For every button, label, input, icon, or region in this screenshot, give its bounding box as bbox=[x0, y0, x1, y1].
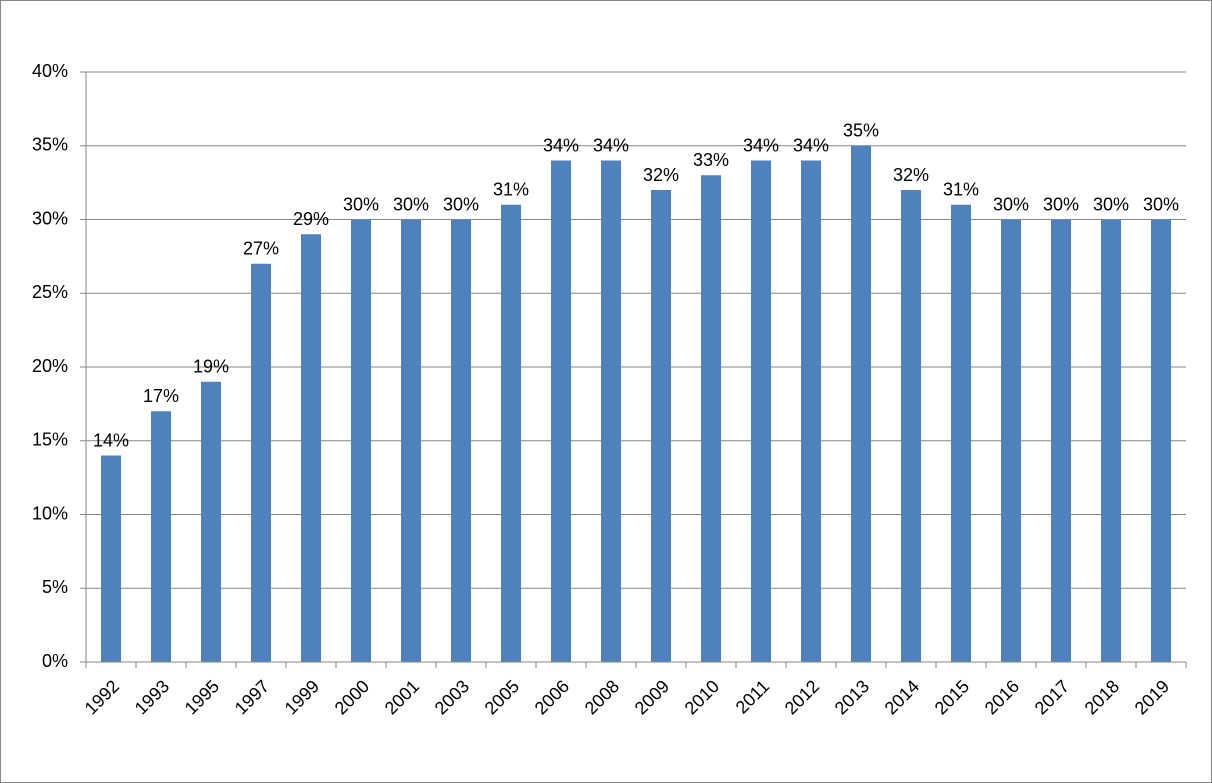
bar bbox=[1001, 219, 1021, 662]
data-label: 30% bbox=[343, 194, 379, 214]
data-label: 34% bbox=[743, 135, 779, 155]
y-tick-label: 20% bbox=[32, 356, 68, 376]
bar bbox=[301, 234, 321, 662]
data-label: 31% bbox=[493, 180, 529, 200]
bar bbox=[451, 219, 471, 662]
data-label: 30% bbox=[393, 194, 429, 214]
data-label: 33% bbox=[693, 150, 729, 170]
data-label: 34% bbox=[593, 135, 629, 155]
bar bbox=[751, 160, 771, 662]
bar bbox=[1151, 219, 1171, 662]
data-label: 30% bbox=[1043, 194, 1079, 214]
data-label: 32% bbox=[643, 165, 679, 185]
y-tick-label: 35% bbox=[32, 135, 68, 155]
data-label: 17% bbox=[143, 386, 179, 406]
y-tick-label: 5% bbox=[42, 577, 68, 597]
bar bbox=[801, 160, 821, 662]
data-label: 30% bbox=[1093, 194, 1129, 214]
data-label: 30% bbox=[1143, 194, 1179, 214]
bar bbox=[151, 411, 171, 662]
bar bbox=[601, 160, 621, 662]
bar bbox=[551, 160, 571, 662]
bar bbox=[901, 190, 921, 662]
bar bbox=[1051, 219, 1071, 662]
bar bbox=[701, 175, 721, 662]
bar bbox=[351, 219, 371, 662]
data-label: 34% bbox=[543, 135, 579, 155]
data-label: 32% bbox=[893, 165, 929, 185]
bar bbox=[401, 219, 421, 662]
y-tick-label: 30% bbox=[32, 208, 68, 228]
y-tick-label: 25% bbox=[32, 282, 68, 302]
data-label: 27% bbox=[243, 239, 279, 259]
y-tick-label: 15% bbox=[32, 430, 68, 450]
data-label: 29% bbox=[293, 209, 329, 229]
y-tick-label: 0% bbox=[42, 651, 68, 671]
bar bbox=[501, 204, 521, 662]
data-label: 19% bbox=[193, 357, 229, 377]
y-tick-label: 40% bbox=[32, 61, 68, 81]
data-label: 14% bbox=[93, 430, 129, 450]
bar bbox=[201, 381, 221, 662]
bar bbox=[101, 455, 121, 662]
bar bbox=[951, 204, 971, 662]
data-label: 34% bbox=[793, 135, 829, 155]
bar bbox=[851, 145, 871, 662]
bar bbox=[251, 263, 271, 662]
y-tick-label: 10% bbox=[32, 503, 68, 523]
data-label: 30% bbox=[443, 194, 479, 214]
data-label: 30% bbox=[993, 194, 1029, 214]
bar bbox=[1101, 219, 1121, 662]
data-label: 31% bbox=[943, 180, 979, 200]
data-label: 35% bbox=[843, 121, 879, 141]
bar bbox=[651, 190, 671, 662]
